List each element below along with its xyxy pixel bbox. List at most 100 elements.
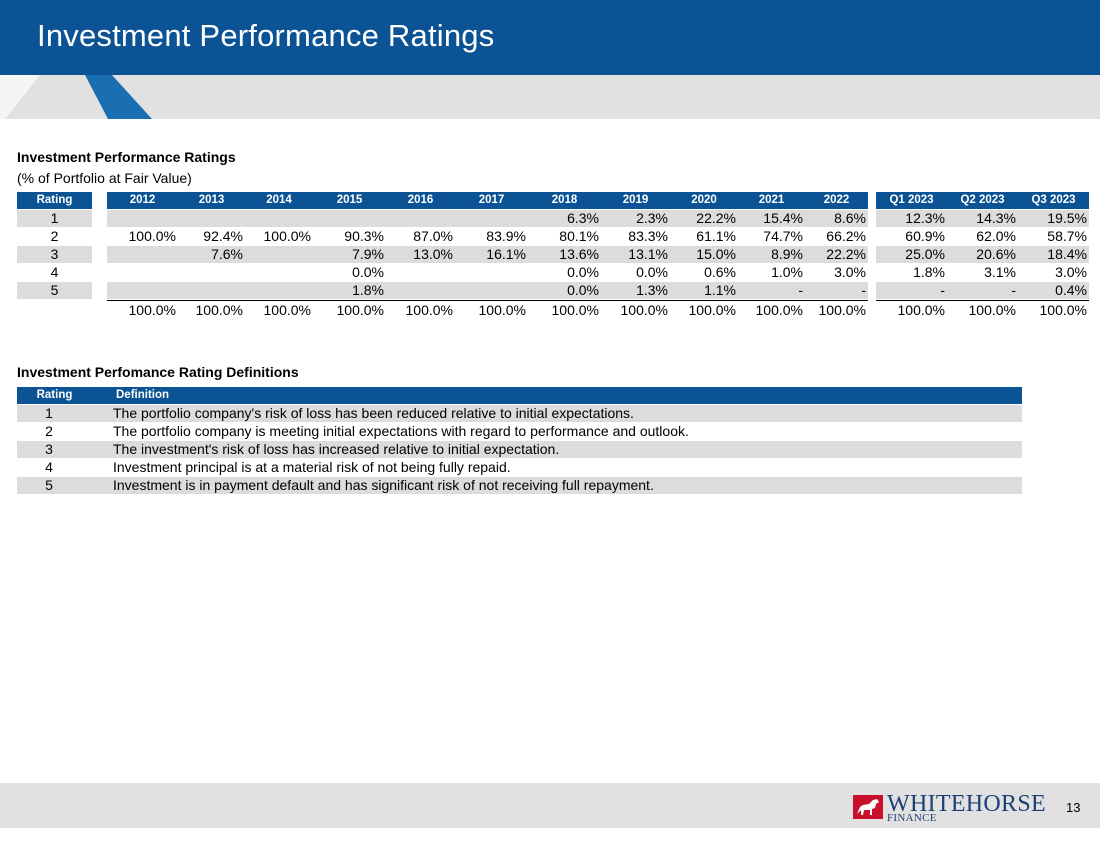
- ratings-section-title: Investment Performance Ratings: [17, 149, 236, 165]
- total-year-value: 100.0%: [688, 302, 736, 318]
- total-year-value: 100.0%: [405, 302, 453, 318]
- year-value: [178, 210, 245, 227]
- year-value: 0.0%: [567, 264, 599, 280]
- header-year: 2019: [622, 194, 649, 206]
- year-value: 15.0%: [696, 246, 736, 262]
- header-quarter: Q3 2023: [1031, 194, 1076, 206]
- ratings-table: Rating 2012 2013 2014 2015 2016 2017 2018 2019 20…: [0, 192, 1100, 342]
- table-row: 5 Investment is in payment default and ha…: [0, 477, 1100, 494]
- rating-value: 1: [50, 210, 59, 226]
- definition-text: Investment principal is at a material ri…: [113, 459, 511, 475]
- header-year: 2013: [198, 194, 225, 206]
- header-diagonal-accent: [0, 75, 152, 119]
- quarter-value: -: [940, 282, 945, 298]
- year-value: 22.2%: [696, 210, 736, 226]
- header-year: 2017: [478, 194, 505, 206]
- logo-subtext: FINANCE: [887, 812, 937, 824]
- year-value: 16.1%: [486, 246, 526, 262]
- rating-value: 5: [50, 282, 59, 298]
- row-shade: [17, 441, 1022, 458]
- ratings-header-row: Rating 2012 2013 2014 2015 2016 2017 2018 2019 20…: [0, 192, 1100, 209]
- definition-rating: 3: [45, 441, 53, 457]
- header-definition: Definition: [116, 389, 170, 401]
- header-year: 2014: [266, 194, 292, 206]
- year-value: 66.2%: [826, 228, 866, 244]
- quarter-value: 62.0%: [976, 228, 1016, 244]
- total-year-value: 100.0%: [818, 302, 866, 318]
- header-blue-band: [0, 0, 1100, 75]
- definition-rating: 2: [45, 423, 53, 439]
- quarter-value: 14.3%: [976, 210, 1016, 226]
- row-shade: [107, 210, 868, 227]
- table-row: 4 Investment principal is at a material r…: [0, 459, 1100, 476]
- year-value: 8.6%: [834, 210, 866, 226]
- total-quarter-value: 100.0%: [1039, 302, 1087, 318]
- definition-text: The portfolio company is meeting initial…: [113, 423, 689, 439]
- header-quarter: Q2 2023: [960, 194, 1005, 206]
- table-row: 2 The portfolio company is meeting initia…: [0, 423, 1100, 440]
- year-value: 80.1%: [559, 228, 599, 244]
- total-year-value: 100.0%: [755, 302, 803, 318]
- header-rating: Rating: [17, 192, 92, 209]
- header-year: 2021: [758, 194, 785, 206]
- year-value: 1.0%: [771, 264, 803, 280]
- year-value: [245, 264, 313, 281]
- year-value: 100.0%: [128, 228, 176, 244]
- definition-rating: 4: [45, 459, 53, 475]
- row-shade: [876, 246, 1089, 263]
- row-shade: [17, 405, 1022, 422]
- year-value: 0.6%: [704, 264, 736, 280]
- total-quarter-value: 100.0%: [897, 302, 945, 318]
- year-value: 7.9%: [352, 246, 384, 262]
- row-shade: [17, 477, 1022, 494]
- year-value: 0.0%: [636, 264, 668, 280]
- year-value: 2.3%: [636, 210, 668, 226]
- header-band: [17, 387, 1022, 404]
- year-value: [455, 210, 528, 227]
- quarter-value: 3.1%: [984, 264, 1016, 280]
- logo-wordmark: WHITEHORSE: [887, 791, 1046, 817]
- header-quarter: Q1 2023: [889, 194, 934, 206]
- year-value: 22.2%: [826, 246, 866, 262]
- quarter-value: 25.0%: [905, 246, 945, 262]
- year-value: [107, 282, 178, 299]
- year-value: [386, 210, 455, 227]
- quarter-value: 3.0%: [1055, 264, 1087, 280]
- year-value: [178, 282, 245, 299]
- year-value: 92.4%: [203, 228, 243, 244]
- year-value: 1.8%: [352, 282, 384, 298]
- year-value: [107, 246, 178, 263]
- year-value: [386, 282, 455, 299]
- row-shade: [17, 282, 92, 299]
- whitehorse-logo: WHITEHORSE FINANCE: [853, 791, 1046, 824]
- totals-rule-quarters: [876, 300, 1089, 301]
- quarter-value: 20.6%: [976, 246, 1016, 262]
- year-value: 13.6%: [559, 246, 599, 262]
- definition-rating: 5: [45, 477, 53, 493]
- total-year-value: 100.0%: [128, 302, 176, 318]
- rating-value: 4: [50, 264, 59, 280]
- footer-band: [0, 783, 1100, 828]
- year-value: [245, 282, 313, 299]
- table-row: 2 100.0% 92.4% 100.0% 90.3% 87.0% 83.9% 80.1% 83…: [0, 228, 1100, 245]
- total-year-value: 100.0%: [478, 302, 526, 318]
- definition-text: Investment is in payment default and has…: [113, 477, 654, 493]
- definitions-table: Rating Definition 1 The portfolio company's…: [0, 387, 1100, 517]
- table-row: 4 0.0% 0.0% 0.0% 0.6% 1.0% 3.0% 1.8% 3.1% 3.0%: [0, 264, 1100, 281]
- quarter-value: 19.5%: [1047, 210, 1087, 226]
- year-value: [313, 210, 386, 227]
- header-year: 2015: [336, 194, 363, 206]
- year-value: 0.0%: [352, 264, 384, 280]
- header-gray-band: [0, 75, 1100, 119]
- header-quarter-band: [876, 192, 1089, 209]
- quarter-value: 18.4%: [1047, 246, 1087, 262]
- year-value: [455, 282, 528, 299]
- rating-value: 2: [50, 228, 59, 244]
- year-value: 83.3%: [628, 228, 668, 244]
- year-value: 100.0%: [263, 228, 311, 244]
- year-value: 6.3%: [567, 210, 599, 226]
- year-value: 1.1%: [704, 282, 736, 298]
- quarter-value: 58.7%: [1047, 228, 1087, 244]
- row-shade: [876, 282, 1089, 299]
- quarter-value: -: [1011, 282, 1016, 298]
